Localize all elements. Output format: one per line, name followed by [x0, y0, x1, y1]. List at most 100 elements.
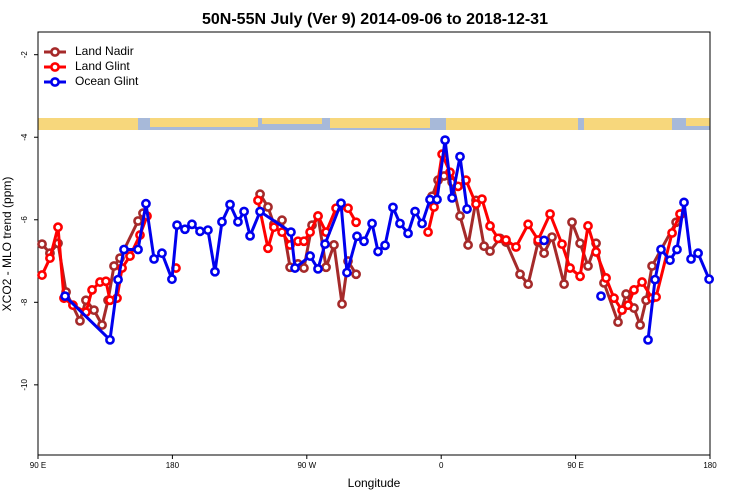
- data-point: [180, 224, 190, 235]
- data-point: [679, 197, 689, 208]
- y-tick-label: -8: [20, 298, 29, 306]
- data-point: [515, 269, 525, 280]
- data-point: [87, 285, 97, 295]
- data-point: [45, 253, 55, 264]
- data-point: [557, 239, 567, 250]
- data-point: [501, 235, 511, 245]
- data-point: [547, 232, 557, 243]
- data-point: [119, 244, 129, 255]
- data-point: [89, 305, 99, 316]
- data-point: [617, 305, 627, 316]
- data-point: [210, 266, 220, 277]
- x-tick-label: 180: [166, 461, 180, 470]
- y-tick-label: -4: [20, 133, 29, 141]
- data-point: [637, 277, 647, 287]
- data-point: [101, 276, 111, 287]
- data-point: [647, 261, 657, 271]
- series: [37, 149, 685, 318]
- y-tick-label: -2: [20, 51, 29, 59]
- data-point: [493, 233, 503, 244]
- chart-title: 50N-55N July (Ver 9) 2014-09-06 to 2018-…: [202, 11, 548, 28]
- data-point: [263, 243, 273, 254]
- data-point: [565, 263, 575, 273]
- data-point: [623, 300, 633, 311]
- data-point: [539, 235, 549, 246]
- data-point: [172, 220, 182, 231]
- data-point: [440, 135, 450, 146]
- data-point: [109, 261, 119, 271]
- x-tick-label: 90 E: [567, 461, 583, 470]
- data-point: [336, 198, 346, 209]
- legend-label: Ocean Glint: [75, 74, 139, 88]
- data-point: [575, 271, 585, 282]
- data-point: [621, 289, 631, 299]
- y-tick-label: -6: [20, 216, 29, 224]
- x-axis-label: Longitude: [348, 476, 401, 490]
- data-point: [511, 242, 521, 252]
- data-point: [601, 273, 611, 283]
- data-point: [329, 240, 339, 250]
- y-tick-label: -10: [20, 379, 29, 391]
- data-point: [75, 315, 85, 326]
- data-point: [37, 270, 47, 280]
- data-point: [613, 317, 623, 328]
- legend-marker: [50, 77, 60, 87]
- data-point: [485, 246, 495, 257]
- data-point: [149, 254, 159, 264]
- data-point: [477, 194, 487, 205]
- data-point: [313, 211, 323, 221]
- x-tick-label: 90 E: [30, 461, 46, 470]
- data-point: [113, 274, 123, 285]
- data-point: [97, 320, 107, 330]
- data-point: [596, 291, 606, 302]
- data-point: [359, 236, 369, 247]
- x-tick-label: 0: [439, 461, 444, 470]
- data-point: [650, 274, 660, 285]
- data-point: [479, 241, 489, 252]
- data-point: [187, 219, 197, 230]
- data-point: [277, 227, 287, 238]
- data-point: [388, 202, 398, 213]
- data-point: [463, 240, 473, 250]
- data-point: [373, 246, 383, 257]
- data-point: [583, 261, 593, 271]
- legend-label: Land Glint: [75, 59, 130, 73]
- data-point: [635, 320, 646, 330]
- data-point: [667, 228, 677, 238]
- data-point: [337, 299, 347, 309]
- y-axis-label: XCO2 - MLO trend (ppm): [0, 177, 14, 312]
- data-point: [403, 228, 413, 239]
- data-point: [133, 244, 143, 255]
- data-point: [320, 239, 330, 250]
- data-point: [704, 274, 715, 285]
- data-point: [471, 199, 481, 209]
- data-point: [217, 216, 227, 227]
- data-point: [305, 227, 315, 238]
- data-point: [299, 236, 309, 247]
- data-point: [203, 225, 213, 235]
- legend-marker: [50, 47, 60, 57]
- data-point: [125, 251, 135, 261]
- data-point: [432, 194, 442, 205]
- data-point: [523, 279, 534, 290]
- data-point: [417, 218, 427, 229]
- data-point: [545, 209, 555, 219]
- data-point: [157, 248, 167, 259]
- data-point: [141, 198, 151, 209]
- data-point: [299, 263, 309, 273]
- data-point: [253, 195, 263, 206]
- map-strip: [38, 118, 710, 130]
- data-point: [395, 218, 405, 229]
- data-point: [455, 151, 465, 162]
- series: [60, 135, 715, 345]
- x-tick-label: 90 W: [297, 461, 316, 470]
- data-point: [410, 206, 420, 217]
- data-point: [239, 206, 249, 217]
- x-tick-label: 180: [703, 461, 717, 470]
- data-point: [455, 211, 465, 221]
- data-point: [305, 251, 315, 261]
- data-point: [233, 216, 243, 227]
- data-point: [245, 230, 255, 241]
- data-point: [380, 240, 390, 251]
